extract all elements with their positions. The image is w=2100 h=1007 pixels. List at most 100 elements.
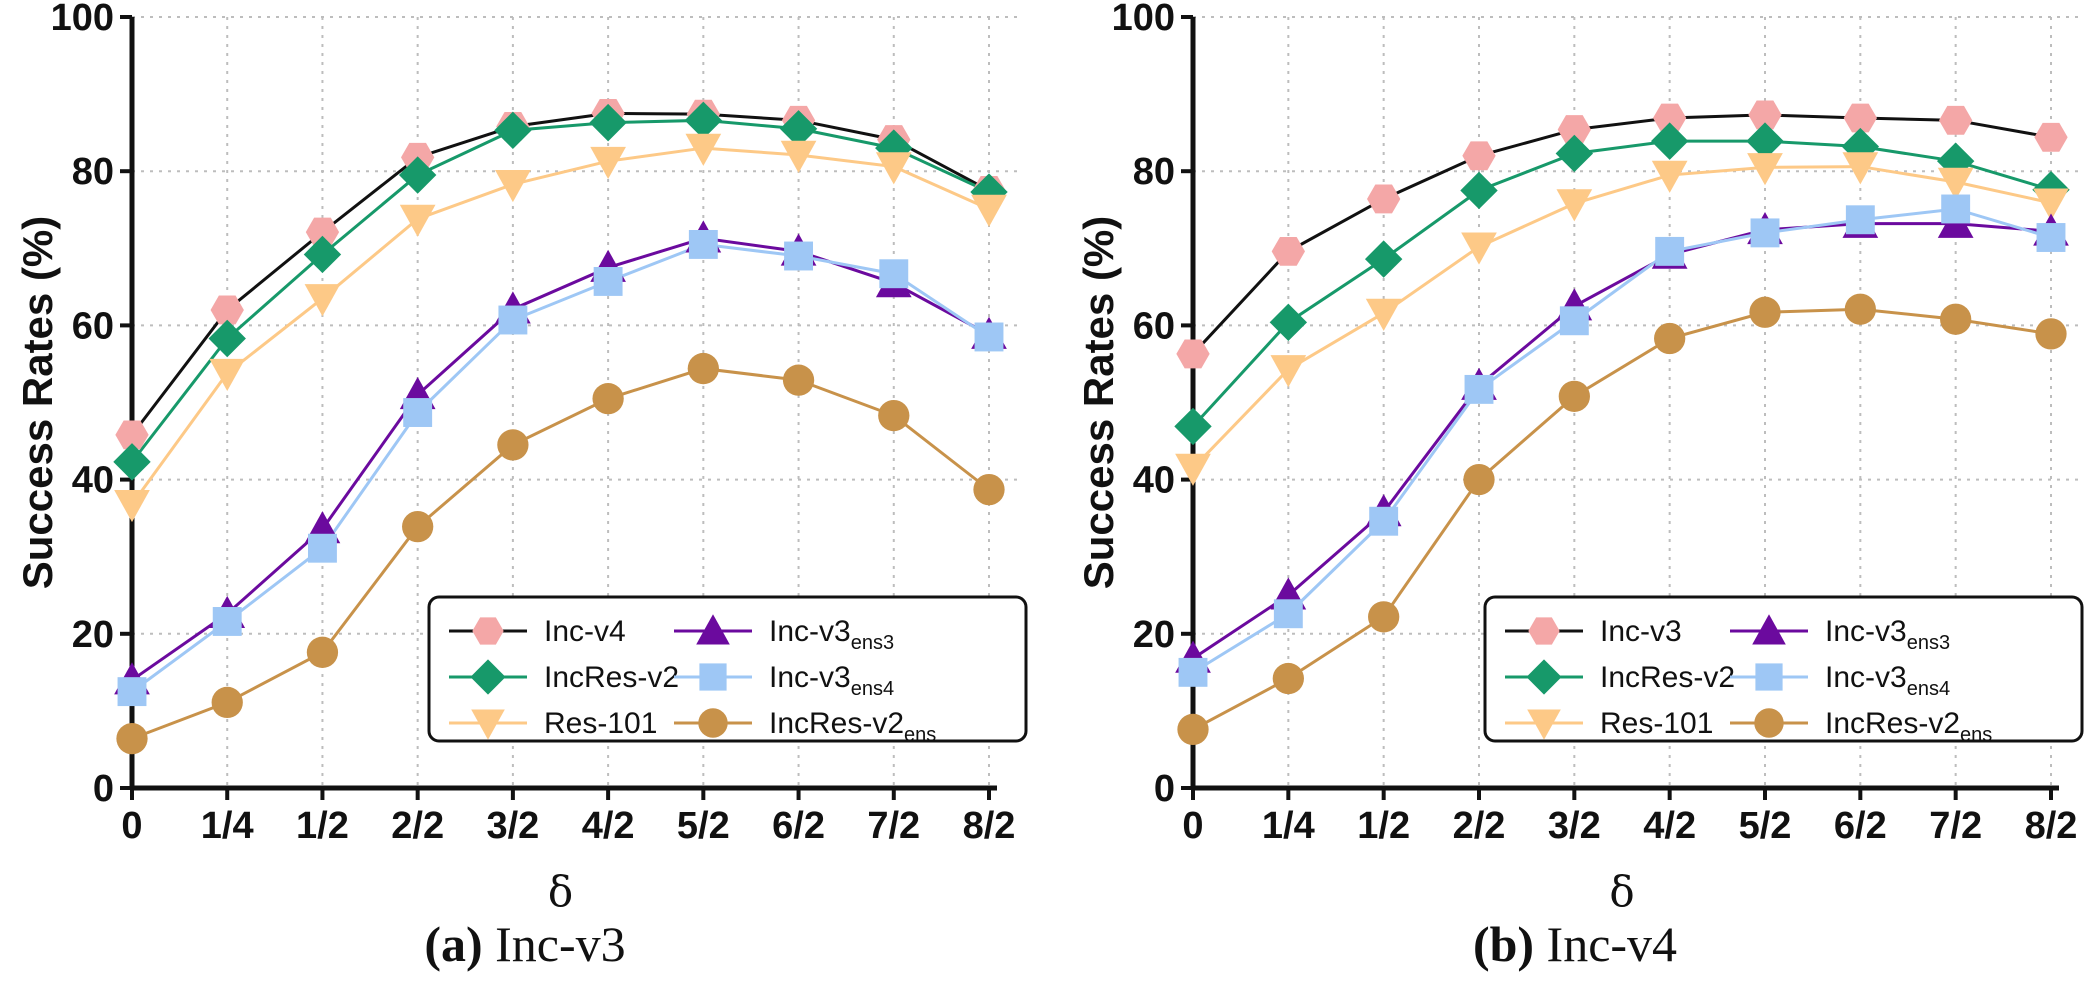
chart0-xtick-label-4: 3/2 <box>486 805 539 847</box>
chart0-series-5-point-4 <box>497 429 529 461</box>
chart1-series-2-point-1 <box>1270 355 1307 388</box>
chart0-series-0-line <box>130 111 990 436</box>
chart1-series-1-point-7 <box>1841 127 1880 166</box>
chart1-series-2-point-7 <box>1842 152 1879 185</box>
chart0-series-0-point-0 <box>115 420 149 450</box>
chart1-series-2-point-4 <box>1556 189 1593 222</box>
chart1-legend-marker-4 <box>1755 663 1783 691</box>
chart0-legend-label-1: IncRes-v2 <box>544 661 679 694</box>
chart1-legend-label-3: Inc-v3ens3 <box>1825 615 1950 654</box>
chart0-series-2-point-5 <box>590 146 626 180</box>
chart0-xtick-label-5: 4/2 <box>582 805 635 847</box>
caption-a-text: Inc-v3 <box>495 916 626 972</box>
chart1-legend-marker-2 <box>1527 709 1561 740</box>
chart0-ytick-label-1: 20 <box>72 614 114 656</box>
chart0-legend-marker-2 <box>471 709 505 740</box>
chart1-ytick-label-0: 0 <box>1154 768 1175 810</box>
chart1-series-4-point-3 <box>1464 374 1494 404</box>
chart1-series-5-point-2 <box>1368 601 1400 633</box>
chart1-series-4-point-8 <box>1941 194 1971 224</box>
chart1-xtick-label-6: 5/2 <box>1739 805 1792 847</box>
chart0-series-5-point-3 <box>402 510 434 543</box>
chart1-series-0-point-4 <box>1557 115 1591 144</box>
chart1-xlabel: δ <box>1609 867 1634 916</box>
chart1-legend-label-4: Inc-v3ens4 <box>1825 661 1950 700</box>
chart0-series-4-point-3 <box>403 398 433 427</box>
chart1-series-5-point-9 <box>2035 318 2067 350</box>
chart1-series-3-line <box>1192 222 2052 660</box>
chart1-series-2-point-3 <box>1461 232 1497 265</box>
chart1-series-5-line <box>1192 307 2052 731</box>
chart0-series-5-point-9 <box>973 473 1005 506</box>
chart0-series-1-point-3 <box>398 156 437 194</box>
chart1-ytick-label-2: 40 <box>1133 460 1175 502</box>
chart0-series-4-point-2 <box>307 533 337 563</box>
chart0-xtick-label-9: 8/2 <box>963 805 1016 847</box>
chart0-xtick-label-1: 1/4 <box>201 805 254 847</box>
chart0-series-2-point-8 <box>875 152 912 185</box>
chart1-series-1-line <box>1191 139 2052 428</box>
chart0-series-5-points <box>116 352 1005 755</box>
chart1-legend-marker-5 <box>1754 708 1784 738</box>
chart1-series-4-point-6 <box>1750 218 1780 248</box>
chart0-xtick-label-0: 0 <box>121 805 142 847</box>
chart0-series-5-point-1 <box>211 686 243 719</box>
chart0-series-1-point-5 <box>589 103 627 142</box>
chart0-xtick-label-7: 6/2 <box>772 805 825 847</box>
chart1-series-4-point-2 <box>1369 506 1399 536</box>
chart1-series-1-point-2 <box>1364 240 1403 278</box>
chart1-ytick-label-5: 100 <box>1112 0 1175 39</box>
chart1-series-5-point-8 <box>1940 303 1972 335</box>
chart0-xtick-label-8: 7/2 <box>867 805 920 847</box>
chart0-series-4-point-0 <box>117 677 147 707</box>
chart0-series-2-point-3 <box>399 204 436 237</box>
chart0-series-1-point-1 <box>208 319 246 358</box>
caption-b-label: (b) <box>1472 916 1535 972</box>
chart0-series-2-point-7 <box>780 140 817 173</box>
chart0-series-1-point-6 <box>684 101 723 140</box>
chart1-legend-label-1: IncRes-v2 <box>1600 661 1735 694</box>
chart0-series-2-point-4 <box>495 170 531 203</box>
chart1-series-2-point-5 <box>1651 160 1688 193</box>
chart0-ytick-label-5: 100 <box>51 0 114 39</box>
chart0-series-1-point-7 <box>779 110 818 148</box>
chart0-series-3-line <box>131 236 990 682</box>
chart1-series-5-point-6 <box>1749 296 1781 328</box>
chart0-series-4-points <box>117 229 1004 707</box>
chart0-series-5-point-2 <box>306 636 339 668</box>
chart0-series-2-points <box>114 133 1007 523</box>
chart0-legend-label-4: Inc-v3ens4 <box>769 661 894 700</box>
chart0-series-5-point-5 <box>592 383 624 415</box>
chart1-series-0-point-6 <box>1748 100 1782 130</box>
chart0-ytick-label-0: 0 <box>93 768 114 810</box>
chart0-xtick-label-3: 2/2 <box>391 805 444 847</box>
chart1-series-1-point-5 <box>1650 122 1689 160</box>
chart0-legend-marker-5 <box>698 708 728 738</box>
chart1-xtick-label-9: 8/2 <box>2025 805 2078 847</box>
chart0-series-2-line <box>130 146 990 506</box>
chart1-series-4-point-1 <box>1273 599 1303 629</box>
chart0-legend-marker-3 <box>696 614 730 645</box>
chart1-series-0-point-7 <box>1843 103 1877 133</box>
chart1-series-0-point-1 <box>1271 236 1305 266</box>
chart1-xtick-label-3: 2/2 <box>1453 805 1506 847</box>
chart1-series-1-point-0 <box>1174 407 1212 446</box>
chart0-series-1-point-0 <box>113 443 151 481</box>
chart0-series-2-point-1 <box>209 358 246 392</box>
chart0-legend-label-3: Inc-v3ens3 <box>769 615 894 654</box>
chart1-series-0-point-0 <box>1176 339 1210 369</box>
chart1-legend-marker-3 <box>1752 614 1786 645</box>
chart0-series-2-point-6 <box>685 133 722 166</box>
chart-panel-a: 0 20 40 60 80 100 0 1/4 1/2 2/2 3/2 4/2 5/2 6/2 7/2 8/2… <box>14 0 1028 972</box>
chart1-series-4-point-9 <box>2036 223 2066 252</box>
chart1-series-5-point-0 <box>1177 713 1209 746</box>
chart1-series-4-line <box>1192 207 2052 674</box>
chart0-legend-marker-0 <box>472 617 504 645</box>
chart1-xtick-label-2: 1/2 <box>1357 805 1410 847</box>
chart0-legend-label-5: IncRes-v2ens <box>769 707 936 746</box>
caption-a-label: (a) <box>424 916 483 972</box>
chart0-series-1-line <box>130 118 990 463</box>
chart1-series-2-point-8 <box>1937 167 1974 200</box>
chart1-series-2-line <box>1191 165 2052 470</box>
chart0-legend-box <box>427 595 1028 743</box>
